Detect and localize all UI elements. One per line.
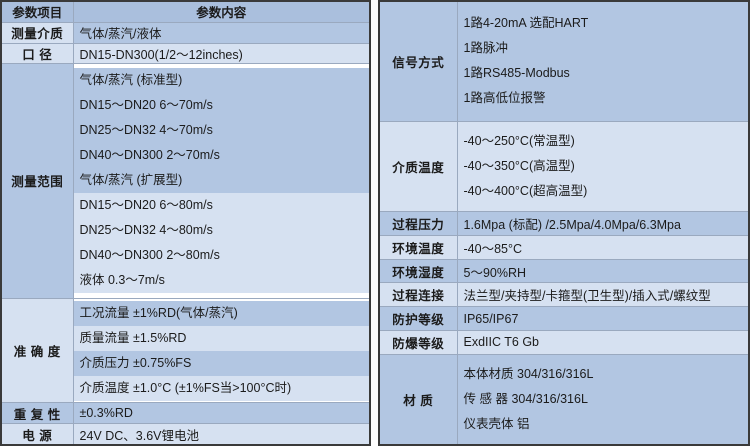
- header-cell-parameter-item: 参数项目: [0, 0, 74, 23]
- row-label-explosion-proof-grade: 防爆等级: [378, 329, 458, 355]
- table-row-process-connection: 过程连接 法兰型/夹持型/卡箍型(卫生型)/插入式/螺纹型: [378, 282, 750, 308]
- row-value-ambient-temperature: -40～85°C: [456, 234, 750, 260]
- row-label-ambient-humidity: 环境湿度: [378, 258, 458, 284]
- accuracy-item-mass-flow: 质量流量 ±1.5%RD: [74, 325, 369, 351]
- table-row-process-pressure: 过程压力 1.6Mpa (标配) /2.5Mpa/4.0Mpa/6.3Mpa: [378, 211, 750, 236]
- temp-line-normal: -40～250°C(常温型): [463, 134, 575, 149]
- range-line-liquid: 液体 0.3～7m/s: [74, 268, 369, 294]
- row-label-protection-grade: 防护等级: [378, 306, 458, 331]
- row-label-diameter: 口 径: [0, 42, 74, 65]
- table-row-diameter: 口 径 DN15-DN300(1/2～12inches): [0, 42, 371, 65]
- row-value-protection-grade: IP65/IP67: [456, 306, 750, 331]
- table-row-power-supply: 电 源 24V DC、3.6V锂电池: [0, 423, 371, 446]
- row-label-process-pressure: 过程压力: [378, 211, 458, 236]
- range-line-dn40-dn300-standard: DN40～DN300 2～70m/s: [74, 143, 369, 169]
- row-value-repeatability: ±0.3%RD: [72, 402, 371, 425]
- temp-line-ultra-high: -40～400°C(超高温型): [463, 184, 588, 199]
- row-value-material: 本体材质 304/316/316L 传 感 器 304/316/316L 仪表壳…: [456, 353, 750, 446]
- accuracy-item-working-flow: 工况流量 ±1%RD(气体/蒸汽): [74, 300, 369, 326]
- temp-line-high: -40～350°C(高温型): [463, 159, 575, 174]
- signal-line-alarm: 1路高低位报警: [463, 91, 546, 106]
- row-value-diameter: DN15-DN300(1/2～12inches): [72, 42, 371, 65]
- header-cell-parameter-content: 参数内容: [72, 0, 371, 23]
- signal-line-rs485: 1路RS485-Modbus: [463, 66, 570, 81]
- row-label-accuracy: 准 确 度: [0, 297, 74, 404]
- material-item-housing: 仪表壳体 铝: [463, 416, 530, 431]
- row-label-signal-mode: 信号方式: [378, 0, 458, 122]
- row-label-material: 材 质: [378, 353, 458, 446]
- table-row-accuracy: 准 确 度 工况流量 ±1%RD(气体/蒸汽) 质量流量 ±1.5%RD 介质压…: [0, 297, 371, 404]
- row-label-medium-temperature: 介质温度: [378, 120, 458, 213]
- range-line-dn25-dn32-standard: DN25～DN32 4～70m/s: [74, 118, 369, 144]
- row-value-process-connection: 法兰型/夹持型/卡箍型(卫生型)/插入式/螺纹型: [456, 282, 750, 308]
- range-line-gas-standard: 气体/蒸汽 (标准型): [74, 68, 369, 94]
- range-line-dn15-dn20-extended: DN15～DN20 6～80m/s: [74, 193, 369, 219]
- row-value-measuring-range: 气体/蒸汽 (标准型) DN15～DN20 6～70m/s DN25～DN32 …: [72, 63, 371, 299]
- row-label-ambient-temperature: 环境温度: [378, 234, 458, 260]
- table-row-signal-mode: 信号方式 1路4-20mA 选配HART 1路脉冲 1路RS485-Modbus…: [378, 0, 750, 122]
- row-value-explosion-proof-grade: ExdIIC T6 Gb: [456, 329, 750, 355]
- row-label-measuring-range: 测量范围: [0, 63, 74, 299]
- row-value-power-supply: 24V DC、3.6V锂电池: [72, 423, 371, 446]
- row-value-process-pressure: 1.6Mpa (标配) /2.5Mpa/4.0Mpa/6.3Mpa: [456, 211, 750, 236]
- accuracy-item-medium-pressure: 介质压力 ±0.75%FS: [74, 350, 369, 376]
- range-line-dn40-dn300-extended: DN40～DN300 2～80m/s: [74, 243, 369, 269]
- table-row-ambient-humidity: 环境湿度 5～90%RH: [378, 258, 750, 284]
- signal-line-4-20ma: 1路4-20mA 选配HART: [463, 16, 589, 31]
- table-row-repeatability: 重 复 性 ±0.3%RD: [0, 402, 371, 425]
- row-value-medium-temperature: -40～250°C(常温型) -40～350°C(高温型) -40～400°C(…: [456, 120, 750, 213]
- range-line-dn15-dn20-standard: DN15～DN20 6～70m/s: [74, 93, 369, 119]
- table-row-medium-temperature: 介质温度 -40～250°C(常温型) -40～350°C(高温型) -40～4…: [378, 120, 750, 213]
- left-spec-table: 参数项目 参数内容 测量介质 气体/蒸汽/液体 口 径 DN15-DN300(1…: [0, 0, 371, 446]
- table-row-material: 材 质 本体材质 304/316/316L 传 感 器 304/316/316L…: [378, 353, 750, 446]
- range-line-dn25-dn32-extended: DN25～DN32 4～80m/s: [74, 218, 369, 244]
- row-value-signal-mode: 1路4-20mA 选配HART 1路脉冲 1路RS485-Modbus 1路高低…: [456, 0, 750, 122]
- table-row-protection-grade: 防护等级 IP65/IP67: [378, 306, 750, 331]
- row-label-measuring-medium: 测量介质: [0, 21, 74, 44]
- right-spec-table: 信号方式 1路4-20mA 选配HART 1路脉冲 1路RS485-Modbus…: [378, 0, 750, 446]
- row-label-repeatability: 重 复 性: [0, 402, 74, 425]
- material-item-body: 本体材质 304/316/316L: [463, 366, 594, 381]
- row-value-accuracy: 工况流量 ±1%RD(气体/蒸汽) 质量流量 ±1.5%RD 介质压力 ±0.7…: [72, 297, 371, 404]
- row-label-process-connection: 过程连接: [378, 282, 458, 308]
- table-row-ambient-temperature: 环境温度 -40～85°C: [378, 234, 750, 260]
- table-row-measuring-medium: 测量介质 气体/蒸汽/液体: [0, 21, 371, 44]
- table-header-row: 参数项目 参数内容: [0, 0, 371, 23]
- table-row-measuring-range: 测量范围 气体/蒸汽 (标准型) DN15～DN20 6～70m/s DN25～…: [0, 63, 371, 299]
- signal-line-pulse: 1路脉冲: [463, 41, 508, 56]
- material-item-sensor: 传 感 器 304/316/316L: [463, 391, 588, 406]
- row-value-ambient-humidity: 5～90%RH: [456, 258, 750, 284]
- row-label-power-supply: 电 源: [0, 423, 74, 446]
- row-value-measuring-medium: 气体/蒸汽/液体: [72, 21, 371, 44]
- table-row-explosion-proof-grade: 防爆等级 ExdIIC T6 Gb: [378, 329, 750, 355]
- range-line-gas-extended: 气体/蒸汽 (扩展型): [74, 168, 369, 194]
- accuracy-item-medium-temperature: 介质温度 ±1.0°C (±1%FS当>100°C时): [74, 375, 369, 401]
